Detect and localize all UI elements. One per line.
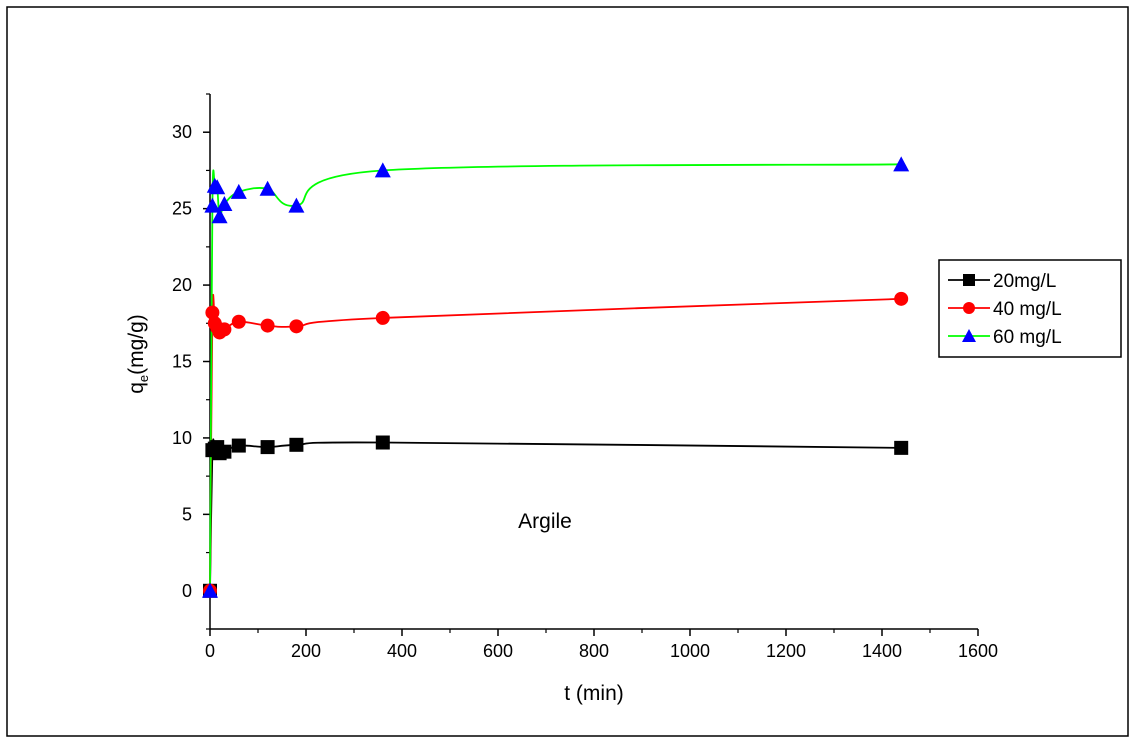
data-point-series-2 xyxy=(894,291,909,306)
legend-entry: 60 mg/L xyxy=(948,327,1062,348)
x-tick-label: 1200 xyxy=(766,641,806,661)
data-point-series-1 xyxy=(289,437,304,452)
svg-text:qe(mg/g): qe(mg/g) xyxy=(125,314,151,394)
x-tick-label: 200 xyxy=(291,641,321,661)
legend-entry: 40 mg/L xyxy=(948,299,1062,320)
data-point-series-2 xyxy=(231,314,246,329)
y-tick-label: 20 xyxy=(172,275,192,295)
data-point-series-2 xyxy=(289,319,304,334)
data-point-series-3 xyxy=(209,179,226,195)
data-point-series-3 xyxy=(374,162,391,178)
data-point-series-3 xyxy=(211,208,228,224)
y-tick-label: 0 xyxy=(182,581,192,601)
legend-marker xyxy=(962,329,976,342)
y-axis-label-unit: (mg/g) xyxy=(125,314,148,375)
data-point-series-3 xyxy=(288,197,305,213)
y-tick-label: 10 xyxy=(172,428,192,448)
y-axis-label-main: q xyxy=(125,382,148,394)
data-point-series-1 xyxy=(375,435,390,450)
data-point-series-1 xyxy=(217,444,232,459)
outer-border xyxy=(6,6,1129,737)
legend-label: 40 mg/L xyxy=(993,299,1062,320)
series-markers xyxy=(202,156,910,598)
data-point-series-3 xyxy=(216,196,233,212)
y-tick-label: 5 xyxy=(182,504,192,524)
data-point-series-3 xyxy=(230,183,247,199)
data-point-series-3 xyxy=(893,156,910,172)
legend-entry: 20mg/L xyxy=(948,271,1056,292)
x-tick-label: 1000 xyxy=(670,641,710,661)
legend: 20mg/L 40 mg/L 60 mg/L xyxy=(938,259,1122,358)
y-axis-label: qe(mg/g) xyxy=(125,314,151,394)
x-tick-label: 0 xyxy=(205,641,215,661)
data-point-series-3 xyxy=(202,582,218,598)
x-tick-label: 600 xyxy=(483,641,513,661)
data-point-series-2 xyxy=(260,318,275,333)
axes: 0 200 400 600 800 1000 1200 1400 1600 0 5 10 15 20 25 3… xyxy=(172,93,998,661)
data-point-series-1 xyxy=(231,438,246,453)
x-tick-label: 800 xyxy=(579,641,609,661)
y-tick-label: 25 xyxy=(172,199,192,219)
chart-annotation: Argile xyxy=(518,510,572,533)
x-tick-label: 1400 xyxy=(862,641,902,661)
data-point-series-1 xyxy=(260,440,275,455)
y-tick-label: 30 xyxy=(172,122,192,142)
legend-label: 60 mg/L xyxy=(993,327,1062,348)
x-tick-label: 1600 xyxy=(958,641,998,661)
data-point-series-1 xyxy=(894,440,909,455)
legend-label: 20mg/L xyxy=(993,271,1056,292)
legend-marker xyxy=(963,274,975,286)
legend-marker xyxy=(963,302,975,314)
y-tick-label: 15 xyxy=(172,352,192,372)
data-point-series-2 xyxy=(205,305,220,320)
y-axis-label-subscript: e xyxy=(136,375,151,382)
data-point-series-2 xyxy=(375,310,390,325)
x-tick-label: 400 xyxy=(387,641,417,661)
x-axis-label: t (min) xyxy=(564,682,624,705)
data-point-series-3 xyxy=(259,180,276,196)
data-point-series-2 xyxy=(217,322,232,337)
data-point-series-3 xyxy=(204,197,221,213)
